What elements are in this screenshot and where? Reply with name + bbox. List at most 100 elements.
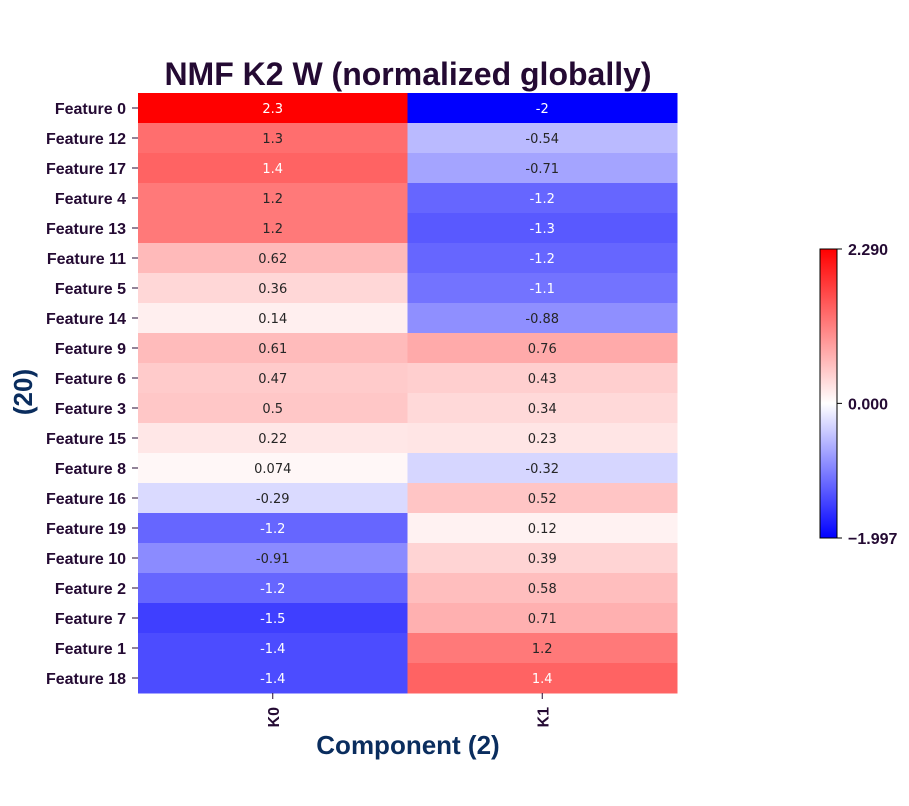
colorbar: 2.290 0.000 −1.997 (819, 242, 897, 548)
cell-value-label: 0.5 (262, 402, 283, 417)
heatmap-cell (138, 213, 408, 244)
heatmap-cell (138, 423, 408, 454)
cell-value-label: 0.58 (528, 582, 557, 597)
cell-value-label: 2.3 (262, 102, 283, 117)
row-tick-label: Feature 16 (46, 491, 126, 508)
cell-value-label: 0.12 (528, 522, 557, 537)
cell-value-label: 0.52 (528, 492, 557, 507)
cell-value-label: 0.074 (254, 462, 291, 477)
heatmap-cell (138, 483, 408, 514)
cell-value-label: 0.47 (258, 372, 287, 387)
heatmap-cell (407, 153, 678, 184)
cell-value-label: -1.4 (260, 672, 285, 687)
heatmap-cell (407, 363, 678, 394)
heatmap-cell (407, 543, 678, 574)
cell-value-label: 1.3 (262, 132, 283, 147)
heatmap-cell (407, 603, 678, 634)
cell-value-label: -0.91 (256, 552, 290, 567)
heatmap-cells: 2.3 -2 1.3 -0.54 1.4 -0.71 1.2 -1.2 1.2 -1.3 0.62 -… (138, 93, 678, 694)
cell-value-label: 0.34 (528, 402, 557, 417)
heatmap-cell (138, 183, 408, 214)
heatmap-cell (407, 483, 678, 514)
row-tick-label: Feature 13 (46, 221, 126, 238)
column-tick-labels: K0 K1 (266, 693, 552, 728)
column-tick-label: K1 (535, 707, 552, 728)
colorbar-tick-label: −1.997 (848, 531, 897, 548)
heatmap-cell (138, 603, 408, 634)
heatmap-cell (407, 513, 678, 544)
heatmap-cell (407, 453, 678, 484)
heatmap-cell (138, 93, 408, 124)
row-tick-label: Feature 10 (46, 551, 126, 568)
heatmap-cell (407, 573, 678, 604)
cell-value-label: 0.14 (258, 312, 287, 327)
chart-title: NMF K2 W (normalized globally) (164, 56, 651, 92)
cell-value-label: -1.3 (530, 222, 555, 237)
heatmap-cell (138, 633, 408, 664)
heatmap-cell (138, 303, 408, 334)
cell-value-label: 0.61 (258, 342, 287, 357)
cell-value-label: 1.2 (532, 642, 553, 657)
heatmap-cell (138, 573, 408, 604)
heatmap-cell (407, 423, 678, 454)
heatmap-cell (407, 123, 678, 154)
row-tick-label: Feature 1 (55, 641, 126, 658)
row-tick-label: Feature 6 (55, 371, 126, 388)
heatmap-cell (138, 363, 408, 394)
heatmap-cell (138, 543, 408, 574)
cell-value-label: 0.23 (528, 432, 557, 447)
heatmap-cell (407, 663, 678, 694)
cell-value-label: 0.62 (258, 252, 287, 267)
heatmap-cell (138, 123, 408, 154)
cell-value-label: -1.1 (530, 282, 555, 297)
column-tick-label: K0 (266, 707, 283, 728)
row-tick-label: Feature 14 (46, 311, 126, 328)
heatmap-cell (407, 633, 678, 664)
cell-value-label: 0.22 (258, 432, 287, 447)
cell-value-label: 0.76 (528, 342, 557, 357)
y-axis-label: (20) (8, 369, 38, 415)
cell-value-label: -0.32 (525, 462, 559, 477)
row-tick-label: Feature 8 (55, 461, 126, 478)
cell-value-label: 0.43 (528, 372, 557, 387)
heatmap-cell (407, 333, 678, 364)
cell-value-label: -0.88 (525, 312, 559, 327)
heatmap-cell (138, 513, 408, 544)
cell-value-label: -1.2 (260, 582, 285, 597)
cell-value-label: -2 (536, 102, 549, 117)
row-tick-labels: Feature 0 Feature 12 Feature 17 Feature 4 Fe… (46, 101, 138, 688)
row-tick-label: Feature 12 (46, 131, 126, 148)
heatmap-cell (407, 93, 678, 124)
heatmap-cell (407, 303, 678, 334)
cell-value-label: 0.36 (258, 282, 287, 297)
row-tick-label: Feature 11 (47, 251, 126, 268)
cell-value-label: -0.71 (525, 162, 559, 177)
cell-value-label: 0.71 (528, 612, 557, 627)
row-tick-label: Feature 0 (55, 101, 126, 118)
colorbar-ticks: 2.290 0.000 −1.997 (837, 242, 897, 548)
colorbar-tick-label: 2.290 (848, 242, 888, 259)
heatmap-cell (407, 243, 678, 274)
heatmap-cell (407, 213, 678, 244)
row-tick-label: Feature 5 (55, 281, 126, 298)
heatmap-cell (407, 183, 678, 214)
row-tick-label: Feature 17 (46, 161, 126, 178)
heatmap-cell (138, 273, 408, 304)
heatmap-cell (138, 333, 408, 364)
cell-value-label: -0.29 (256, 492, 290, 507)
row-tick-label: Feature 19 (46, 521, 126, 538)
colorbar-tick-label: 0.000 (848, 396, 888, 413)
cell-value-label: -0.54 (525, 132, 559, 147)
heatmap-cell (138, 243, 408, 274)
row-tick-label: Feature 3 (55, 401, 126, 418)
heatmap-cell (407, 273, 678, 304)
cell-value-label: 1.2 (262, 222, 283, 237)
row-tick-label: Feature 2 (55, 581, 126, 598)
heatmap-cell (138, 453, 408, 484)
heatmap-cell (138, 393, 408, 424)
cell-value-label: -1.2 (530, 192, 555, 207)
cell-value-label: -1.5 (260, 612, 285, 627)
colorbar-gradient (819, 248, 838, 539)
x-axis-label: Component (2) (316, 730, 499, 760)
row-tick-label: Feature 7 (55, 611, 126, 628)
